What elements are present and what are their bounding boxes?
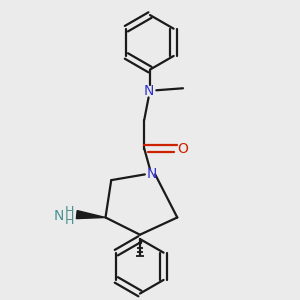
Text: N: N <box>53 209 64 223</box>
Text: H: H <box>65 214 74 227</box>
Text: H: H <box>65 205 74 218</box>
Text: N: N <box>146 167 157 182</box>
Text: O: O <box>177 142 188 156</box>
Polygon shape <box>76 211 106 219</box>
Text: N: N <box>143 84 154 98</box>
